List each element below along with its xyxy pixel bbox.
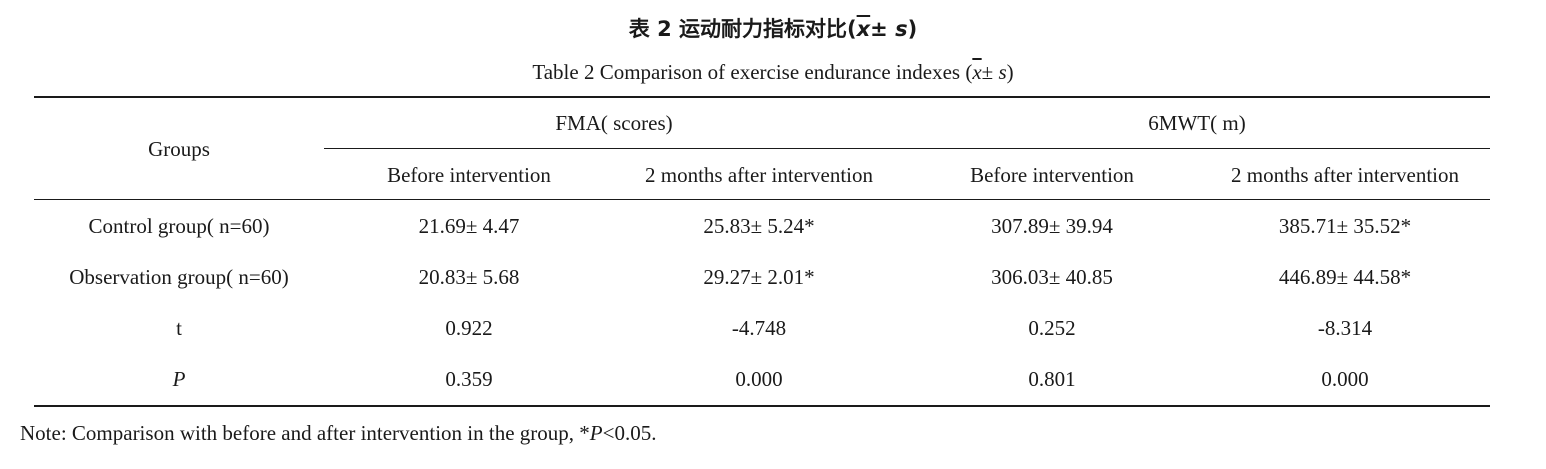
table-cell: 0.801 bbox=[1028, 367, 1076, 391]
top-rule bbox=[34, 96, 1490, 98]
table-cell: -4.748 bbox=[731, 316, 787, 340]
table-cell: 21.69± 4.47 bbox=[418, 214, 520, 238]
row-label-p: P bbox=[172, 367, 186, 391]
table-cell: 0.000 bbox=[735, 367, 783, 391]
title-cn-suffix: ) bbox=[907, 17, 918, 41]
table-note: Note: Comparison with before and after i… bbox=[20, 420, 656, 446]
plus-minus-symbol: ± bbox=[870, 17, 896, 41]
header-group-rule bbox=[324, 148, 1490, 149]
fma-header: FMA( scores) bbox=[555, 111, 673, 135]
title-en-suffix: ) bbox=[1006, 60, 1014, 84]
table-title-english: Table 2 Comparison of exercise endurance… bbox=[0, 58, 1546, 86]
mean-symbol: x bbox=[972, 60, 982, 84]
table-cell: -8.314 bbox=[1317, 316, 1373, 340]
table-cell: 20.83± 5.68 bbox=[418, 265, 520, 289]
table-cell: 385.71± 35.52* bbox=[1278, 214, 1412, 238]
note-prefix: Note: Comparison with before and after i… bbox=[20, 421, 590, 445]
bottom-rule bbox=[34, 405, 1490, 407]
table-cell: 29.27± 2.01* bbox=[703, 265, 815, 289]
table-title-chinese: 表 2 运动耐力指标对比(x± s) bbox=[0, 14, 1546, 44]
subheader-fma-before: Before intervention bbox=[387, 163, 551, 187]
sd-symbol: s bbox=[998, 60, 1007, 84]
title-en-prefix: Table 2 Comparison of exercise endurance… bbox=[532, 60, 973, 84]
table-cell: 307.89± 39.94 bbox=[991, 214, 1113, 238]
sd-symbol: s bbox=[895, 17, 908, 41]
title-cn-prefix: 表 2 运动耐力指标对比( bbox=[628, 17, 857, 41]
mean-symbol: x bbox=[856, 17, 871, 41]
note-p-symbol: P bbox=[589, 421, 603, 445]
subheader-mwt-before: Before intervention bbox=[970, 163, 1134, 187]
groups-header: Groups bbox=[148, 137, 210, 161]
table-cell: 0.000 bbox=[1321, 367, 1369, 391]
header-bottom-rule bbox=[34, 199, 1490, 200]
mwt-header: 6MWT( m) bbox=[1148, 111, 1246, 135]
table-cell: 25.83± 5.24* bbox=[703, 214, 815, 238]
row-label-t: t bbox=[176, 316, 182, 340]
row-label-observation: Observation group( n=60) bbox=[69, 265, 289, 289]
table-cell: 0.252 bbox=[1028, 316, 1076, 340]
plus-minus-symbol: ± bbox=[981, 60, 999, 84]
table-cell: 306.03± 40.85 bbox=[991, 265, 1113, 289]
table-cell: 446.89± 44.58* bbox=[1278, 265, 1412, 289]
table-cell: 0.922 bbox=[445, 316, 493, 340]
note-suffix: <0.05. bbox=[602, 421, 657, 445]
table-cell: 0.359 bbox=[445, 367, 493, 391]
subheader-fma-after: 2 months after intervention bbox=[644, 163, 874, 187]
subheader-mwt-after: 2 months after intervention bbox=[1230, 163, 1460, 187]
row-label-control: Control group( n=60) bbox=[88, 214, 270, 238]
